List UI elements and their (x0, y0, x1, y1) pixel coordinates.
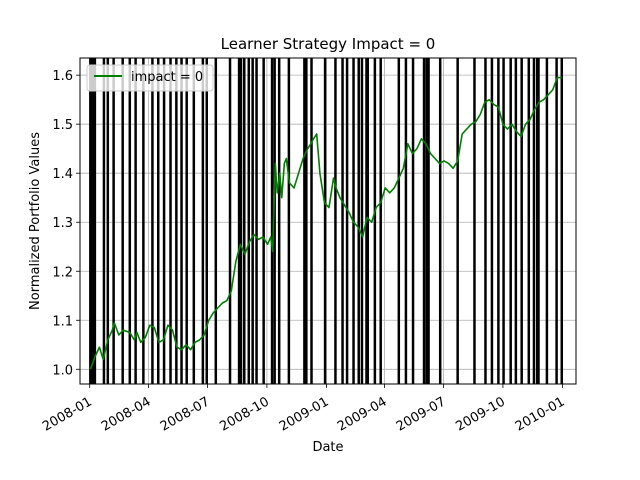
legend-box (86, 64, 214, 92)
y-axis-label: Normalized Portfolio Values (28, 132, 43, 310)
chart-title: Learner Strategy Impact = 0 (221, 35, 436, 53)
x-tick-label: 2008-07 (158, 394, 213, 434)
x-tick-label: 2010-01 (513, 394, 568, 434)
x-tick-label: 2009-01 (277, 394, 332, 434)
legend-label: impact = 0 (131, 70, 203, 85)
y-tick-label: 1.3 (52, 216, 73, 231)
y-tick-label: 1.6 (52, 69, 73, 84)
y-tick-label: 1.1 (52, 314, 73, 329)
plot-frame (79, 57, 577, 385)
x-axis: 2008-01 2008-04 2008-07 2008-10 2009-01 2009-… (40, 384, 567, 435)
trade-lines (89, 58, 564, 384)
y-axis: 1.0 1.1 1.2 1.3 1.4 1.5 1.6 (52, 69, 80, 378)
x-axis-label: Date (312, 440, 343, 455)
y-tick-label: 1.2 (52, 265, 73, 280)
x-tick-label: 2008-01 (40, 394, 95, 434)
x-tick-label: 2009-10 (453, 394, 508, 434)
x-tick-label: 2008-04 (99, 394, 154, 434)
y-tick-label: 1.0 (52, 363, 73, 378)
x-tick-label: 2009-07 (394, 394, 449, 434)
y-tick-label: 1.5 (52, 118, 73, 133)
series-line (89, 76, 562, 370)
y-tick-label: 1.4 (52, 167, 73, 182)
x-tick-label: 2009-04 (335, 394, 390, 434)
series (89, 76, 562, 370)
x-tick-label: 2008-10 (217, 394, 272, 434)
legend: impact = 0 (86, 64, 214, 92)
grid (80, 58, 576, 384)
